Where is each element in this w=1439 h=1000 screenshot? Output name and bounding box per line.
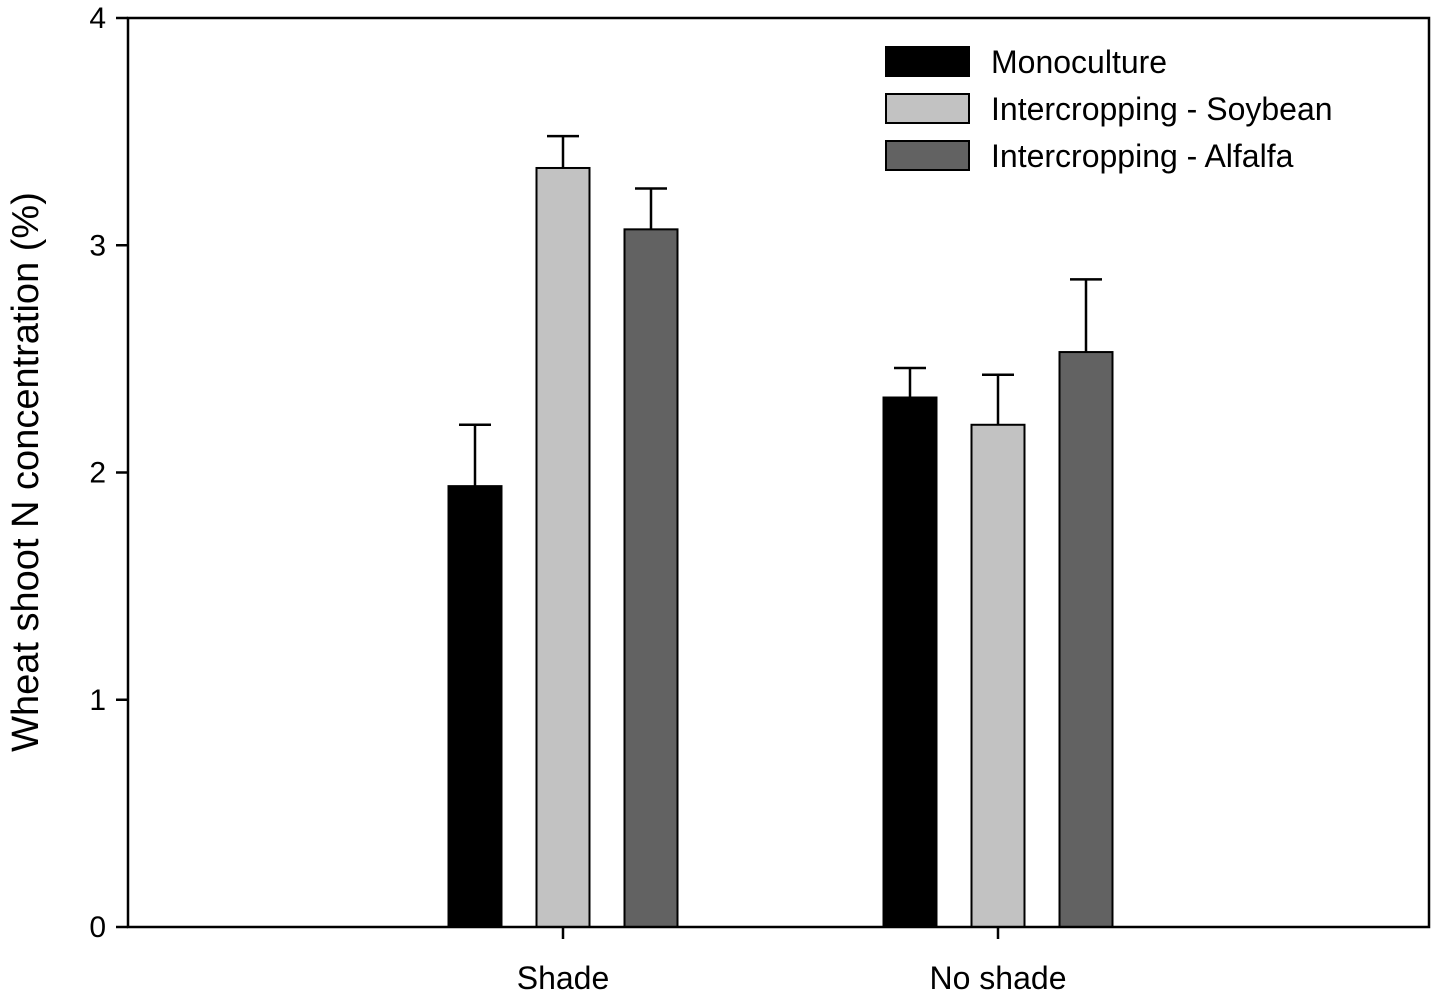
legend: Monoculture Intercropping - Soybean Interc… bbox=[885, 44, 1333, 174]
legend-label: Intercropping - Soybean bbox=[991, 91, 1333, 127]
legend-label: Intercropping - Alfalfa bbox=[991, 138, 1294, 174]
bar bbox=[447, 485, 503, 928]
y-tick-label: 0 bbox=[89, 911, 106, 944]
bar bbox=[970, 423, 1026, 928]
y-axis-title: Wheat shoot N concentration (%) bbox=[5, 192, 47, 752]
x-axis: Shade No shade bbox=[517, 927, 1067, 996]
y-tick-label: 1 bbox=[89, 684, 106, 717]
x-tick-label: No shade bbox=[930, 960, 1067, 996]
bar bbox=[535, 166, 591, 929]
y-axis: 0 1 2 3 4 bbox=[89, 2, 128, 944]
bar bbox=[1058, 351, 1114, 928]
legend-swatch bbox=[885, 46, 970, 77]
bar bbox=[882, 396, 938, 928]
legend-swatch bbox=[885, 93, 970, 124]
y-tick-label: 3 bbox=[89, 229, 106, 262]
y-tick-label: 2 bbox=[89, 457, 106, 490]
legend-label: Monoculture bbox=[991, 44, 1167, 80]
y-tick-label: 4 bbox=[89, 2, 106, 35]
bar bbox=[623, 228, 679, 928]
x-tick-label: Shade bbox=[517, 960, 610, 996]
error-bars-layer bbox=[459, 134, 1102, 487]
legend-swatch bbox=[885, 140, 970, 171]
bars-layer bbox=[447, 166, 1114, 929]
